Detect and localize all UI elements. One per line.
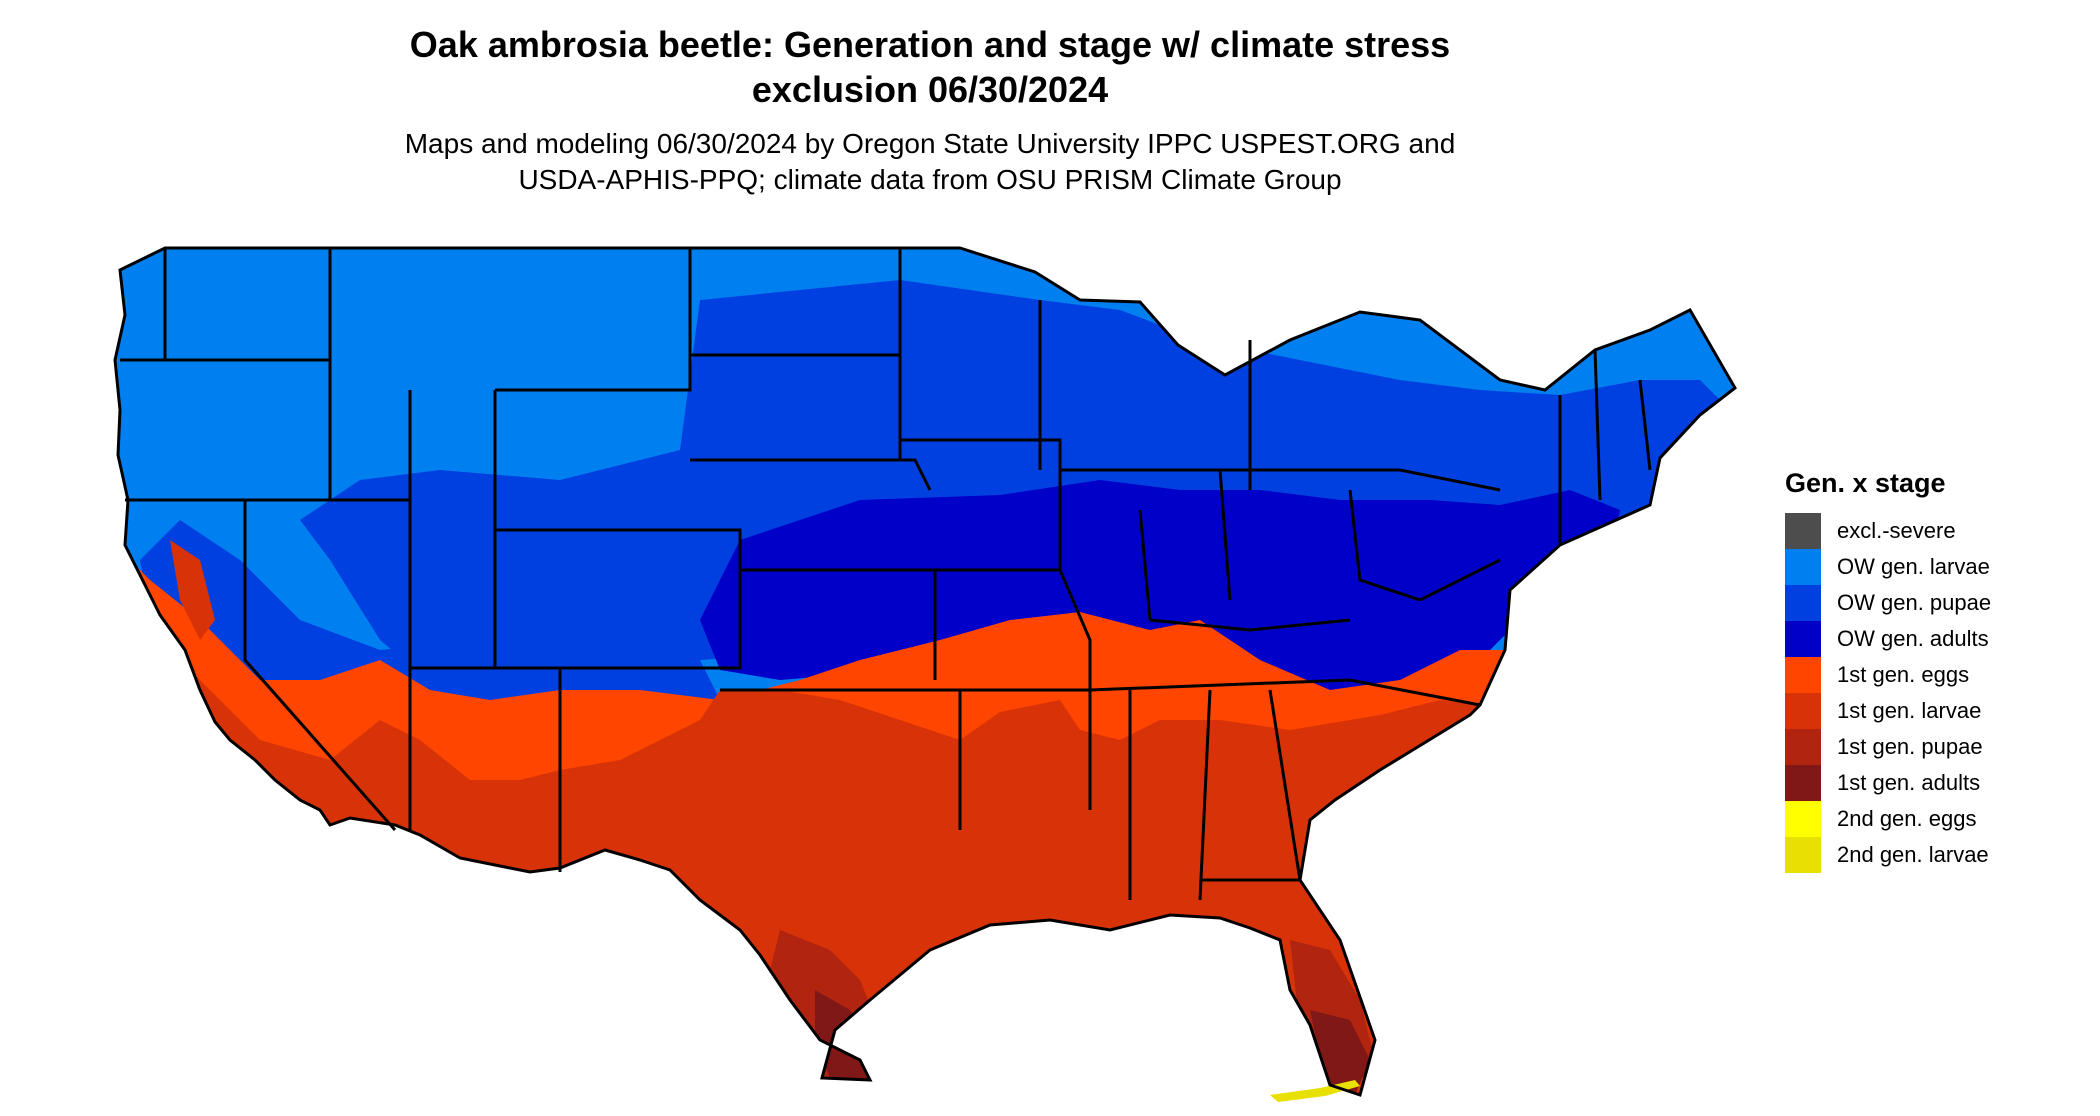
legend-item: 1st gen. larvae	[1785, 693, 1991, 729]
legend-label: 2nd gen. larvae	[1837, 842, 1989, 867]
legend-label: 1st gen. larvae	[1837, 698, 1982, 723]
legend-swatch	[1785, 801, 1821, 837]
legend-items: excl.-severe OW gen. larvae OW gen. pupa…	[1785, 513, 1991, 873]
florida-keys-2nd-gen	[1270, 1080, 1360, 1102]
legend-item: 1st gen. adults	[1785, 765, 1991, 801]
legend-title: Gen. x stage	[1785, 468, 1946, 498]
map-subtitle-line-1: Maps and modeling 06/30/2024 by Oregon S…	[404, 128, 1456, 159]
legend-label: excl.-severe	[1837, 518, 1956, 543]
legend-swatch	[1785, 549, 1821, 585]
legend-item: 1st gen. pupae	[1785, 729, 1991, 765]
map-title: Oak ambrosia beetle: Generation and stag…	[200, 22, 1660, 112]
legend-label: 2nd gen. eggs	[1837, 806, 1977, 831]
legend-label: OW gen. pupae	[1837, 590, 1992, 615]
legend-swatch	[1785, 585, 1821, 621]
map-legend: Gen. x stage excl.-severe OW gen. larvae…	[1785, 468, 1991, 873]
state-borders	[113, 246, 1737, 1097]
legend-swatch	[1785, 765, 1821, 801]
legend-swatch	[1785, 657, 1821, 693]
legend-item: OW gen. larvae	[1785, 549, 1991, 585]
legend-item: OW gen. pupae	[1785, 585, 1991, 621]
legend-label: OW gen. adults	[1837, 626, 1989, 651]
map-raster	[115, 248, 1735, 1095]
legend-label: 1st gen. adults	[1837, 770, 1981, 795]
legend-item: OW gen. adults	[1785, 621, 1991, 657]
map-title-line-2: exclusion 06/30/2024	[751, 69, 1109, 110]
map-title-line-1: Oak ambrosia beetle: Generation and stag…	[409, 24, 1451, 65]
legend-swatch	[1785, 837, 1821, 873]
legend-label: 1st gen. eggs	[1837, 662, 1970, 687]
legend-swatch	[1785, 513, 1821, 549]
legend-swatch	[1785, 729, 1821, 765]
zone-1st-gen-larvae-california	[170, 540, 215, 640]
legend-swatch	[1785, 693, 1821, 729]
legend-swatch	[1785, 621, 1821, 657]
legend-label: 1st gen. pupae	[1837, 734, 1983, 759]
legend-item: 1st gen. eggs	[1785, 657, 1991, 693]
legend-item: 2nd gen. larvae	[1785, 837, 1991, 873]
legend-label: OW gen. larvae	[1837, 554, 1990, 579]
legend-item: 2nd gen. eggs	[1785, 801, 1991, 837]
legend-item: excl.-severe	[1785, 513, 1991, 549]
map-subtitle-line-2: USDA-APHIS-PPQ; climate data from OSU PR…	[518, 164, 1342, 195]
map-subtitle: Maps and modeling 06/30/2024 by Oregon S…	[200, 126, 1660, 198]
